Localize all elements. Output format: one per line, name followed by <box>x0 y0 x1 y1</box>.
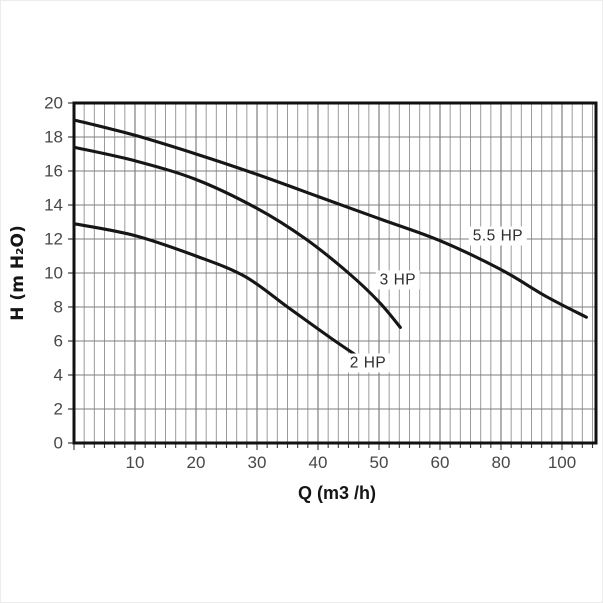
curve-3-hp <box>72 145 402 329</box>
x-tick-label: 40 <box>308 453 328 472</box>
y-tick-label: 4 <box>53 365 63 385</box>
pump-curves <box>72 118 588 358</box>
curve-5-5-hp <box>72 118 588 319</box>
x-tick-label: 100 <box>547 453 577 472</box>
x-axis-title: Q (m3 /h) <box>297 483 377 503</box>
y-tick-label: 14 <box>44 195 63 215</box>
curve-2-hp <box>72 222 360 358</box>
y-tick-label: 20 <box>44 93 63 113</box>
y-tick-label: 18 <box>44 127 63 147</box>
y-tick-label: 6 <box>53 331 63 351</box>
x-tick-label: 60 <box>430 453 450 472</box>
y-tick-label: 10 <box>44 263 63 283</box>
plot-border <box>72 101 598 445</box>
y-tick-label: 12 <box>44 229 63 249</box>
curve-label-2-hp: 2 HP <box>345 353 391 373</box>
x-tick-label: 10 <box>125 453 145 472</box>
y-tick-label: 16 <box>44 161 63 181</box>
y-tick-label: 0 <box>53 433 63 453</box>
plot-frame <box>72 101 598 445</box>
major-gridlines <box>74 103 596 443</box>
curve-label-5-5-hp: 5.5 HP <box>468 226 528 246</box>
y-tick-label: 2 <box>53 399 63 419</box>
curve-label-3-hp: 3 HP <box>375 270 421 290</box>
x-tick-label: 30 <box>247 453 267 472</box>
x-tick-label: 50 <box>369 453 389 472</box>
x-tick-label: 20 <box>186 453 206 472</box>
y-axis-title: H (m H₂O) <box>8 225 28 321</box>
x-tick-label: 80 <box>491 453 511 472</box>
y-tick-label: 8 <box>53 297 63 317</box>
